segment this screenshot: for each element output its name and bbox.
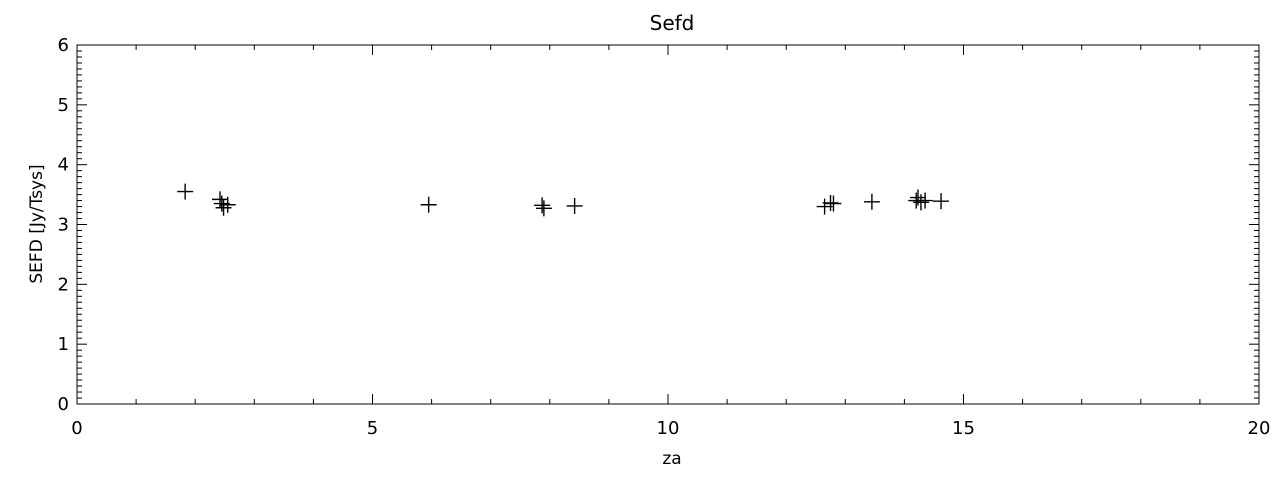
data-point <box>177 183 194 200</box>
data-point <box>909 189 926 206</box>
data-point <box>420 196 437 213</box>
data-point <box>566 197 583 214</box>
x-axis-label: za <box>662 449 681 469</box>
data-point <box>219 196 236 213</box>
y-tick-label: 6 <box>58 35 69 56</box>
y-axis-label: SEFD [Jy/Tsys] <box>27 164 47 283</box>
plot-frame <box>76 44 1260 405</box>
y-tick-label: 3 <box>58 215 69 236</box>
data-point <box>215 199 232 216</box>
y-tick-label: 2 <box>58 274 69 295</box>
x-tick-label: 10 <box>657 418 680 439</box>
y-tick-label: 0 <box>58 394 69 415</box>
axes: 0 5 10 15 20 0 1 2 3 4 5 6 <box>58 35 1271 439</box>
y-tick-label: 4 <box>58 155 69 176</box>
data-point <box>825 195 842 212</box>
data-point <box>863 193 880 210</box>
data-point <box>933 193 950 210</box>
x-tick-label: 5 <box>367 418 378 439</box>
data-point <box>535 200 552 217</box>
x-tick-label: 0 <box>71 418 82 439</box>
x-tick-label: 15 <box>952 418 975 439</box>
data-point <box>917 192 934 209</box>
data-point <box>534 197 551 214</box>
chart-title: Sefd <box>650 11 695 35</box>
y-tick-label: 1 <box>58 334 69 355</box>
x-tick-label: 20 <box>1248 418 1271 439</box>
y-tick-label: 5 <box>58 95 69 116</box>
data-points <box>177 183 950 217</box>
data-point <box>912 194 929 211</box>
